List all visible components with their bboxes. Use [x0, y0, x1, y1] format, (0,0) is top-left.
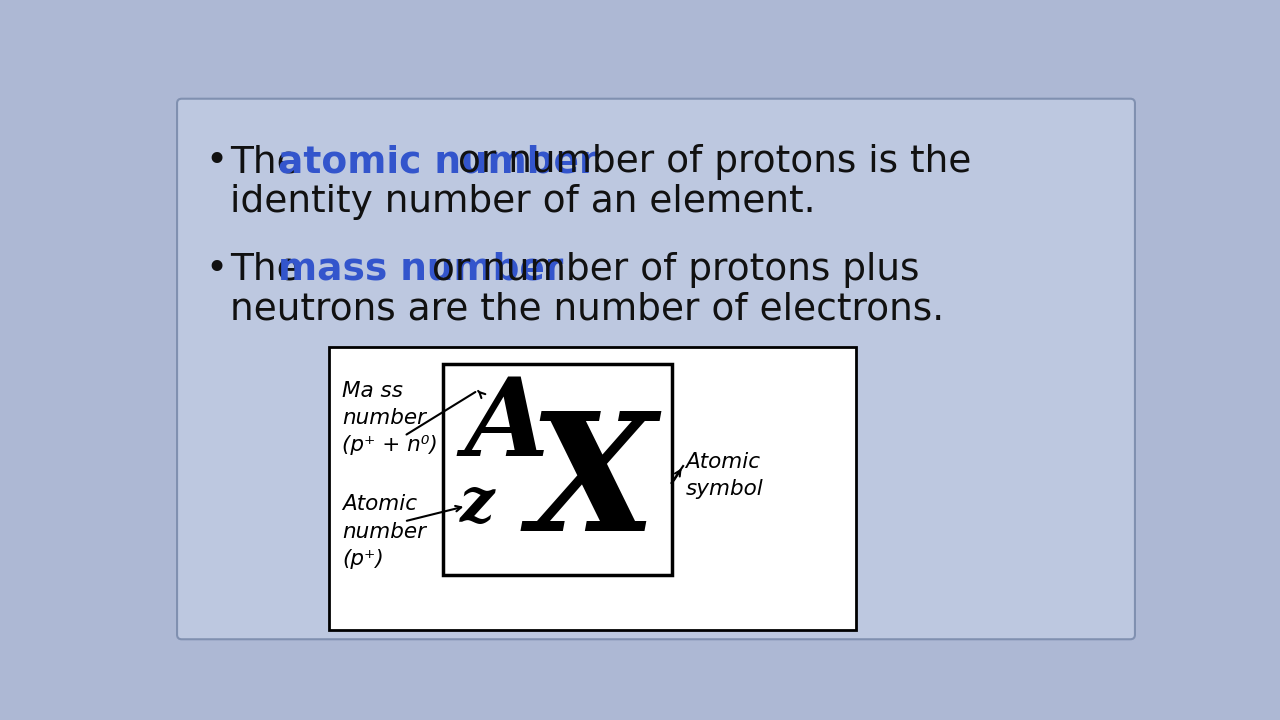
FancyBboxPatch shape [177, 99, 1135, 639]
Text: Atomic
symbol: Atomic symbol [686, 452, 763, 500]
Text: •: • [205, 252, 227, 288]
Text: or number of protons is the: or number of protons is the [445, 144, 972, 180]
Text: identity number of an element.: identity number of an element. [229, 184, 815, 220]
Text: mass number: mass number [278, 252, 563, 288]
Text: The: The [229, 144, 311, 180]
Text: neutrons are the number of electrons.: neutrons are the number of electrons. [229, 292, 943, 328]
Text: A: A [465, 373, 549, 479]
Text: The: The [229, 252, 311, 288]
Text: Ma ss
number
(p⁺ + n⁰): Ma ss number (p⁺ + n⁰) [342, 381, 438, 455]
Text: •: • [205, 144, 227, 180]
Text: atomic number: atomic number [278, 144, 598, 180]
Bar [329, 346, 856, 630]
Bar [443, 364, 672, 575]
Text: Atomic
number
(p⁺): Atomic number (p⁺) [342, 495, 426, 569]
Text: or number of protons plus: or number of protons plus [420, 252, 919, 288]
Text: z: z [460, 475, 494, 535]
Text: X: X [529, 406, 655, 565]
